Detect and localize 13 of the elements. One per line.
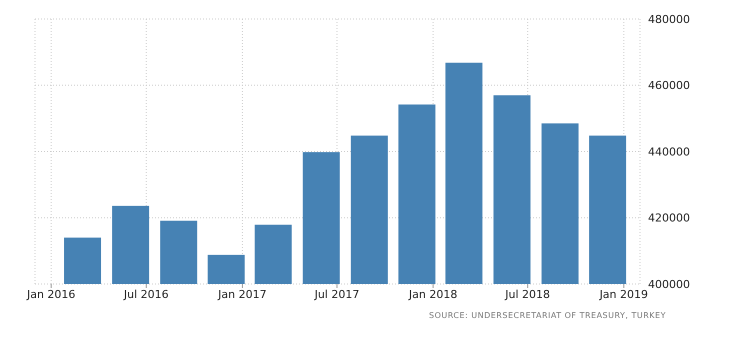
x-tick-label: Jul 2016 [122, 288, 169, 301]
x-tick-label: Jul 2018 [504, 288, 550, 301]
y-tick-label: 400000 [648, 278, 690, 291]
y-tick-label: 460000 [648, 79, 690, 92]
y-tick-label: 440000 [648, 145, 690, 158]
source-note: SOURCE: UNDERSECRETARIAT OF TREASURY, TURKEY [428, 311, 666, 320]
y-tick-label: 480000 [648, 12, 690, 26]
x-tick-label: Jan 2016 [26, 288, 76, 301]
x-tick-label: Jul 2017 [314, 288, 360, 301]
x-tick-label: Jan 2017 [217, 288, 267, 301]
x-tick-label: Jan 2018 [408, 288, 458, 301]
y-tick-label: 420000 [648, 212, 690, 225]
x-tick-label: Jan 2019 [598, 288, 648, 301]
